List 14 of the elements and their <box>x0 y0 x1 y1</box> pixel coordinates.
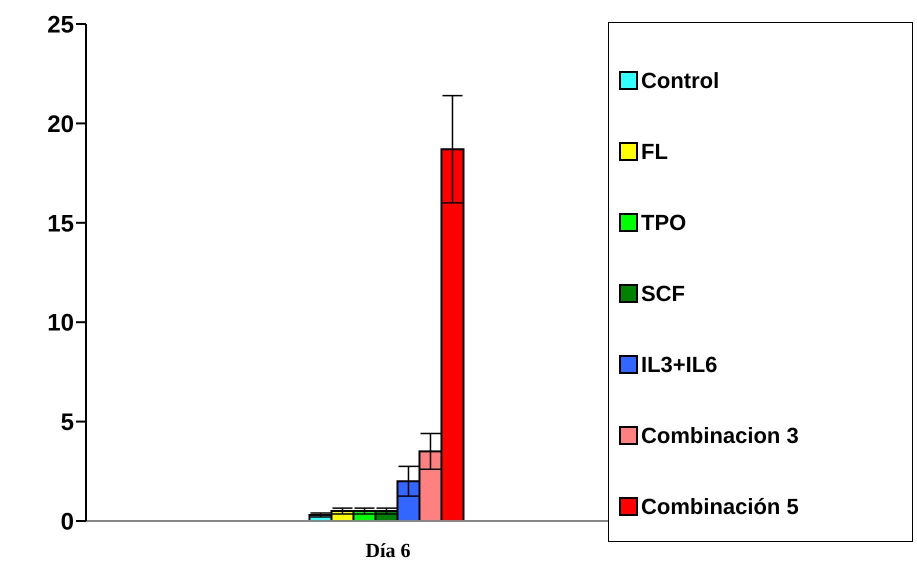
legend-label: Combinacion 3 <box>641 422 799 448</box>
legend-label: Control <box>641 68 720 94</box>
y-tick-label: 10 <box>47 310 74 337</box>
legend-label: IL3+IL6 <box>641 352 718 378</box>
legend-label: TPO <box>641 210 686 236</box>
y-tick-label: 25 <box>47 12 74 39</box>
legend-label: Combinación 5 <box>641 494 799 520</box>
y-tick-label: 0 <box>60 508 74 536</box>
y-tick-label: 20 <box>47 110 74 138</box>
y-tick-label: 5 <box>60 409 74 436</box>
x-tick-label: Día 6 <box>366 540 410 562</box>
y-tick-label: 15 <box>47 210 74 238</box>
legend-label: SCF <box>641 280 685 306</box>
legend-label: FL <box>641 138 668 164</box>
